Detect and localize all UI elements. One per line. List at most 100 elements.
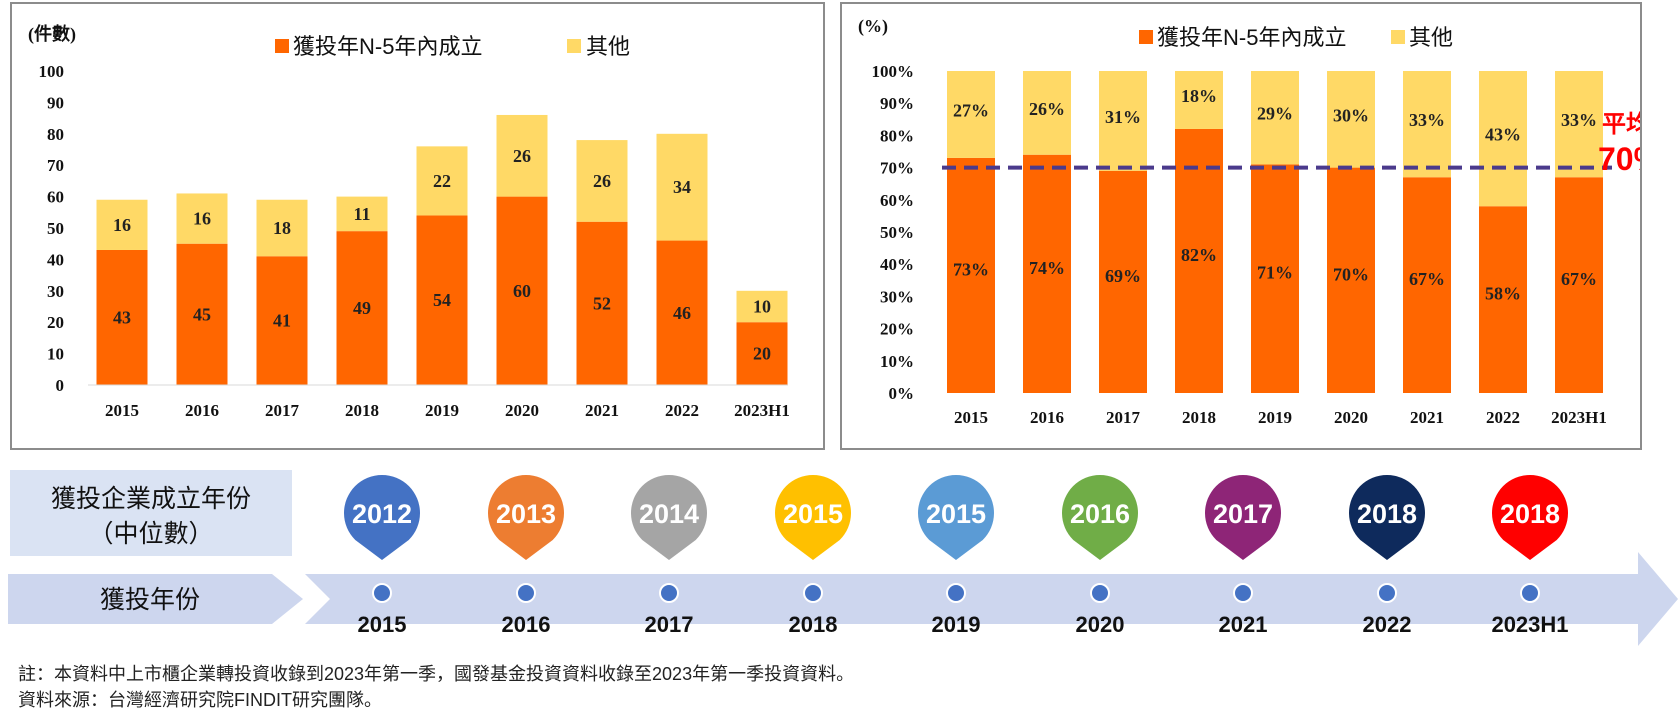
- data-label-other-2021: 33%: [1409, 110, 1445, 130]
- data-label-other-2016: 16: [193, 209, 211, 229]
- median-label-line1: 獲投企業成立年份: [51, 485, 251, 513]
- timeline-pin-2020: 2016 2020: [1062, 475, 1138, 637]
- x-tick-label: 2020: [505, 401, 539, 420]
- y-tick-label: 0: [56, 376, 65, 395]
- median-year-label: 2013: [496, 499, 556, 529]
- data-label-n5-2020: 60: [513, 281, 531, 301]
- data-label-n5-2019: 54: [433, 290, 451, 310]
- data-label-other-2019: 22: [433, 171, 451, 191]
- data-label-other-2020: 26: [513, 146, 531, 166]
- timeline-dot: [946, 583, 966, 603]
- y-tick-label: 70: [47, 156, 64, 175]
- y-tick-label: 80%: [880, 126, 914, 145]
- data-label-other-2015: 16: [113, 215, 131, 235]
- bar-other-2016: [176, 193, 228, 244]
- y-tick-label: 30%: [880, 287, 914, 306]
- bar-n5-2019: [1251, 164, 1299, 393]
- bar-n5-2017: [1099, 170, 1147, 393]
- location-pin-icon: [488, 474, 565, 560]
- y-tick-label: 80: [47, 125, 64, 144]
- data-label-n5-2023H1: 20: [753, 344, 771, 364]
- x-tick-label: 2021: [585, 401, 619, 420]
- legend-swatch-other: [1391, 30, 1405, 44]
- legend-swatch-n5: [1139, 30, 1153, 44]
- legend-swatch-n5: [275, 39, 289, 53]
- data-label-other-2022: 34: [673, 177, 691, 197]
- investment-year-label: 2015: [358, 612, 407, 637]
- y-tick-label: 50%: [880, 223, 914, 242]
- average-label: 平均: [1602, 110, 1640, 138]
- bar-n5-2023H1: [1555, 177, 1603, 393]
- data-label-other-2023H1: 10: [753, 297, 771, 317]
- x-tick-label: 2016: [1030, 408, 1064, 427]
- data-label-n5-2023H1: 67%: [1561, 269, 1597, 289]
- average-value: 70%: [1598, 141, 1640, 177]
- data-label-n5-2021: 52: [593, 293, 611, 313]
- data-label-n5-2019: 71%: [1257, 263, 1293, 283]
- data-label-n5-2022: 46: [673, 303, 691, 323]
- year-label: 獲投年份: [100, 586, 200, 614]
- data-label-n5-2020: 70%: [1333, 264, 1369, 284]
- median-year-label: 2018: [1357, 499, 1417, 529]
- data-label-other-2018: 18%: [1181, 86, 1217, 106]
- year-label-arrow: [8, 574, 303, 624]
- bar-n5-2017: [256, 256, 308, 385]
- y-unit-label: (件數): [28, 23, 76, 45]
- median-year-label: 2016: [1070, 499, 1130, 529]
- bar-other-2020: [496, 114, 548, 197]
- legend-label-other: 其他: [586, 34, 630, 59]
- x-tick-label: 2021: [1410, 408, 1444, 427]
- count-chart: (件數) 獲投年N-5年內成立 其他 0 10 20 30 40 50 60 70 80 90 10…: [28, 23, 790, 420]
- y-tick-label: 10%: [880, 352, 914, 371]
- timeline-pin-2019: 2015 2019: [918, 474, 994, 637]
- x-tick-label: 2016: [185, 401, 219, 420]
- investment-year-label: 2022: [1363, 612, 1412, 637]
- timeline-dot: [1520, 583, 1540, 603]
- bar-other-2022: [1479, 71, 1527, 207]
- count-chart-panel: (件數) 獲投年N-5年內成立 其他 0 10 20 30 40 50 60 70 80 90 10…: [10, 2, 825, 450]
- bar-n5-2022: [1479, 206, 1527, 393]
- bar-other-2018: [1175, 71, 1223, 129]
- investment-year-label: 2018: [789, 612, 838, 637]
- x-tick-label: 2022: [665, 401, 699, 420]
- data-label-n5-2018: 49: [353, 298, 371, 318]
- investment-year-label: 2023H1: [1491, 612, 1568, 637]
- x-tick-label: 2018: [1182, 408, 1216, 427]
- median-year-label: 2015: [783, 499, 843, 529]
- timeline-dot: [1377, 583, 1397, 603]
- timeline-pin-2023H1: 2018 2023H1: [1491, 475, 1569, 637]
- median-timeline: 獲投企業成立年份 （中位數） 獲投年份 2012 2015 2013 2016 2014…: [8, 470, 1678, 646]
- bar-n5-2021: [1403, 177, 1451, 393]
- timeline-dot: [803, 583, 823, 603]
- median-year-label: 2015: [926, 499, 986, 529]
- bar-n5-2016: [176, 243, 228, 385]
- data-label-other-2020: 30%: [1333, 105, 1369, 125]
- data-label-other-2017: 18: [273, 218, 291, 238]
- legend-label-n5: 獲投年N-5年內成立: [1157, 25, 1346, 50]
- bar-n5-2021: [576, 221, 628, 385]
- timeline-pin-2015: 2012 2015: [343, 474, 420, 637]
- data-label-other-2018: 11: [353, 204, 370, 224]
- data-label-n5-2016: 74%: [1029, 258, 1065, 278]
- bar-n5-2020: [496, 196, 548, 385]
- timeline-arrow: [305, 552, 1678, 646]
- y-tick-label: 20%: [880, 320, 914, 339]
- bar-other-2017: [256, 199, 308, 257]
- bar-other-2015: [96, 199, 148, 250]
- y-tick-label: 30: [47, 282, 64, 301]
- y-tick-label: 90: [47, 93, 64, 112]
- median-year-label: 2012: [352, 499, 412, 529]
- timeline-pin-2018: 2015 2018: [775, 475, 851, 637]
- y-tick-label: 40: [47, 250, 64, 269]
- source-text: 資料來源：台灣經濟研究院FINDIT研究團隊。: [18, 690, 382, 710]
- timeline-pin-2017: 2014 2017: [631, 475, 707, 637]
- bar-n5-2018: [336, 231, 388, 385]
- y-tick-label: 50: [47, 219, 64, 238]
- bar-n5-2022: [656, 240, 708, 385]
- bar-other-2023H1: [736, 290, 788, 323]
- bar-n5-2020: [1327, 167, 1375, 393]
- bar-n5-2015: [96, 249, 148, 385]
- y-tick-label: 100: [39, 62, 65, 81]
- location-pin-icon: [1349, 474, 1425, 560]
- location-pin-icon: [918, 474, 994, 560]
